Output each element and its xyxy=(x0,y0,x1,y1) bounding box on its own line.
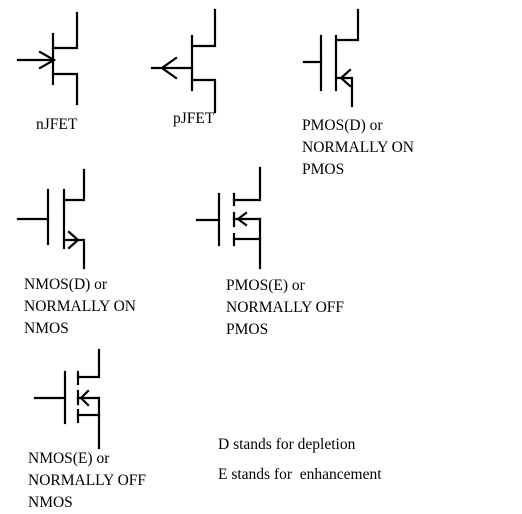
source-lead xyxy=(62,238,86,270)
body-arrow-out xyxy=(339,68,352,88)
source-lead xyxy=(51,72,79,106)
drain-lead xyxy=(62,168,86,202)
njfet-label: nJFET xyxy=(36,114,77,136)
label-line: NORMALLY OFF xyxy=(226,299,345,316)
pmos-e-symbol xyxy=(195,166,262,270)
source-lead xyxy=(76,413,101,450)
nmos-e-label: NMOS(E) or NORMALLY OFF NMOS xyxy=(28,448,146,514)
source-lead xyxy=(334,76,354,108)
njfet-symbol xyxy=(16,11,79,106)
label-line: NORMALLY ON xyxy=(302,139,414,156)
label-line: PMOS xyxy=(226,321,269,338)
drain-lead xyxy=(334,8,360,42)
nmos-d-symbol xyxy=(16,168,86,270)
drain-lead xyxy=(51,11,79,50)
label-line: NMOS xyxy=(24,320,69,337)
label-line: pJFET xyxy=(173,110,215,127)
label-line: NMOS xyxy=(28,494,73,511)
pjfet-label: pJFET xyxy=(173,108,214,130)
body-arrow-in xyxy=(67,230,80,250)
source-lead xyxy=(232,237,262,270)
drain-lead xyxy=(76,348,101,379)
nmos-d-label: NMOS(D) or NORMALLY ON NMOS xyxy=(24,274,136,340)
gate-arrow-out xyxy=(160,56,178,80)
drain-lead xyxy=(232,166,262,202)
pmos-d-label: PMOS(D) or NORMALLY ON PMOS xyxy=(302,115,414,181)
label-line: PMOS(D) or xyxy=(302,117,383,134)
legend-depletion: D stands for depletion xyxy=(218,436,356,453)
gate-arrow-in xyxy=(38,50,57,70)
legend-enhancement: E stands for enhancement xyxy=(218,466,382,483)
label-line: PMOS xyxy=(302,161,345,178)
label-line: NMOS(D) or xyxy=(24,276,108,293)
label-line: nJFET xyxy=(36,116,78,133)
body-arrow-in xyxy=(79,389,90,407)
drain-lead xyxy=(190,8,217,48)
label-line: PMOS(E) or xyxy=(226,277,305,294)
pmos-e-label: PMOS(E) or NORMALLY OFF PMOS xyxy=(226,275,344,341)
label-line: NORMALLY OFF xyxy=(28,472,147,489)
label-line: NMOS(E) or xyxy=(28,450,110,467)
source-lead xyxy=(190,78,217,114)
body-arrow-out xyxy=(236,211,248,227)
label-line: NORMALLY ON xyxy=(24,298,136,315)
pmos-d-symbol xyxy=(302,8,360,108)
nmos-e-symbol xyxy=(33,348,101,450)
pjfet-symbol xyxy=(150,8,217,114)
